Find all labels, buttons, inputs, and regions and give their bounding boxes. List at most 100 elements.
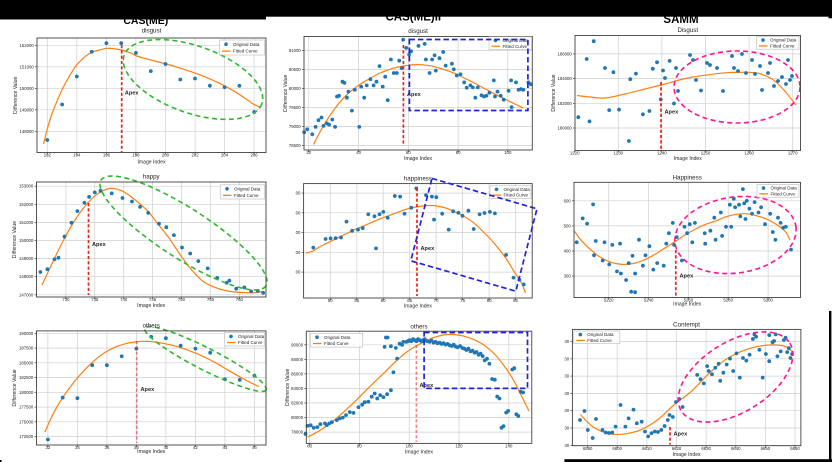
svg-text:Difference Value: Difference Value [12, 369, 18, 406]
svg-text:150000: 150000 [19, 86, 34, 91]
svg-text:750: 750 [178, 297, 186, 302]
svg-text:Apex: Apex [421, 246, 436, 252]
svg-text:Fitted Curve: Fitted Curve [770, 44, 795, 49]
svg-text:152000: 152000 [19, 202, 34, 207]
svg-text:00: 00 [296, 191, 301, 196]
svg-text:172500: 172500 [19, 434, 34, 439]
svg-text:Original Data: Original Data [233, 42, 260, 47]
svg-text:86000: 86000 [291, 371, 304, 376]
svg-text:79000: 79000 [289, 124, 302, 129]
svg-text:6620: 6620 [672, 446, 682, 451]
svg-text:81000: 81000 [289, 48, 302, 53]
svg-text:Fitted Curve: Fitted Curve [324, 341, 349, 346]
svg-text:Fitted Curve: Fitted Curve [503, 44, 528, 49]
svg-text:182000: 182000 [557, 101, 572, 106]
svg-text:Fitted Curve: Fitted Curve [771, 192, 796, 197]
svg-text:30: 30 [564, 356, 569, 361]
svg-text:151000: 151000 [19, 64, 34, 69]
svg-text:151000: 151000 [19, 220, 34, 225]
svg-text:85: 85 [513, 298, 518, 303]
svg-text:Original Data: Original Data [587, 332, 614, 337]
svg-text:00: 00 [296, 230, 301, 235]
svg-text:5280: 5280 [723, 298, 733, 303]
svg-text:600: 600 [564, 198, 572, 203]
svg-text:149000: 149000 [19, 256, 34, 261]
svg-text:disgust: disgust [408, 28, 428, 35]
svg-text:6660: 6660 [790, 446, 800, 451]
svg-text:Original Data: Original Data [504, 187, 531, 192]
svg-text:6650: 6650 [761, 446, 771, 451]
svg-text:30: 30 [564, 374, 569, 379]
svg-text:Original Data: Original Data [324, 335, 351, 340]
svg-text:198: 198 [132, 153, 140, 158]
svg-text:1220: 1220 [570, 151, 580, 156]
svg-text:20: 20 [306, 150, 311, 155]
svg-text:65: 65 [407, 298, 412, 303]
svg-text:30: 30 [564, 443, 569, 448]
svg-text:Difference Value: Difference Value [12, 221, 18, 258]
svg-text:00: 00 [296, 270, 301, 275]
svg-text:6630: 6630 [701, 446, 711, 451]
svg-text:400: 400 [564, 249, 572, 254]
svg-text:1270: 1270 [788, 151, 798, 156]
svg-text:Original Data: Original Data [771, 186, 798, 191]
svg-text:192: 192 [44, 153, 52, 158]
svg-text:Image Index: Image Index [673, 302, 701, 308]
svg-text:5260: 5260 [684, 298, 694, 303]
svg-text:55: 55 [354, 298, 359, 303]
svg-text:84000: 84000 [291, 386, 304, 391]
svg-text:5220: 5220 [604, 298, 614, 303]
svg-text:80: 80 [456, 150, 461, 155]
svg-text:149000: 149000 [19, 107, 34, 112]
svg-text:Original Data: Original Data [234, 186, 261, 191]
svg-text:175000: 175000 [19, 419, 34, 424]
svg-text:6610: 6610 [642, 446, 652, 451]
svg-text:Apex: Apex [680, 274, 695, 280]
svg-text:Difference Value: Difference Value [13, 76, 19, 113]
svg-text:Apex: Apex [92, 242, 107, 248]
svg-text:30: 30 [564, 391, 569, 396]
svg-text:1260: 1260 [744, 151, 754, 156]
svg-text:1240: 1240 [657, 151, 667, 156]
svg-text:Difference Value: Difference Value [551, 74, 557, 111]
svg-text:180000: 180000 [557, 126, 572, 131]
svg-text:152000: 152000 [19, 43, 34, 48]
svg-text:SAMM: SAMM [663, 14, 698, 26]
svg-text:80: 80 [357, 444, 362, 449]
svg-text:153000: 153000 [19, 184, 34, 189]
svg-text:others: others [143, 323, 160, 330]
svg-text:150000: 150000 [19, 238, 34, 243]
svg-text:200: 200 [162, 153, 170, 158]
svg-text:Apex: Apex [674, 432, 689, 438]
svg-text:42: 42 [193, 445, 198, 450]
svg-text:Difference Value: Difference Value [285, 369, 291, 406]
svg-text:5300: 5300 [763, 298, 773, 303]
svg-text:36: 36 [105, 445, 110, 450]
svg-text:187500: 187500 [19, 346, 34, 351]
svg-text:80000: 80000 [291, 415, 304, 420]
svg-text:Original Data: Original Data [503, 38, 530, 43]
svg-text:40: 40 [164, 445, 169, 450]
svg-text:Difference Value: Difference Value [283, 74, 289, 111]
svg-text:disgust: disgust [142, 28, 162, 35]
svg-text:Apex: Apex [141, 387, 156, 393]
svg-text:194: 194 [73, 153, 81, 158]
svg-text:Image Index: Image Index [404, 303, 432, 309]
svg-text:1230: 1230 [614, 151, 624, 156]
svg-text:Image Index: Image Index [673, 452, 701, 458]
svg-text:5240: 5240 [644, 298, 654, 303]
svg-text:140: 140 [505, 444, 513, 449]
svg-text:6600: 6600 [612, 446, 622, 451]
svg-text:190000: 190000 [19, 331, 34, 336]
svg-text:204: 204 [221, 153, 229, 158]
svg-text:Image Index: Image Index [404, 156, 432, 162]
svg-text:196: 196 [103, 153, 111, 158]
svg-text:Fitted Curve: Fitted Curve [587, 338, 612, 343]
svg-text:50: 50 [328, 298, 333, 303]
svg-text:Image Index: Image Index [137, 303, 165, 309]
svg-text:755: 755 [207, 297, 215, 302]
svg-text:Fitted Curve: Fitted Curve [234, 193, 259, 198]
svg-text:100: 100 [406, 444, 414, 449]
svg-text:Apex: Apex [125, 91, 140, 97]
svg-text:202: 202 [192, 153, 200, 158]
